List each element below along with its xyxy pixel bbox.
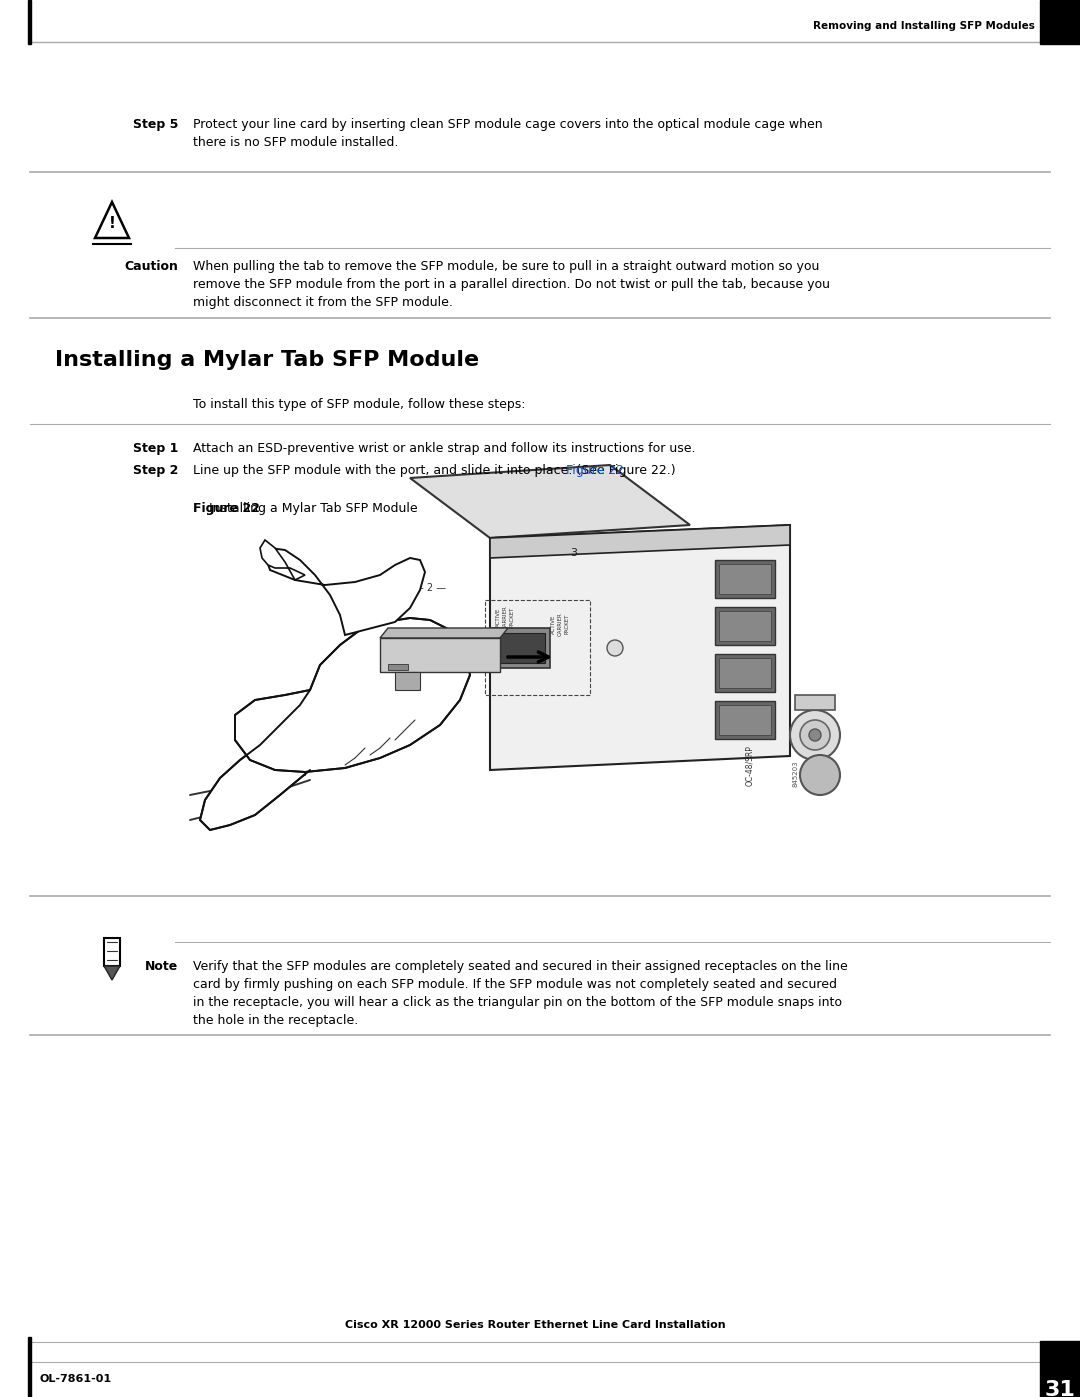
Bar (1040, 1341, 1080, 1397)
Text: Step 2: Step 2 (133, 464, 178, 476)
Text: 845203: 845203 (792, 760, 798, 787)
Text: OL-7861-01: OL-7861-01 (40, 1375, 112, 1384)
Polygon shape (495, 633, 545, 664)
Circle shape (809, 729, 821, 740)
Text: Step 1: Step 1 (133, 441, 178, 455)
Text: Note: Note (145, 960, 178, 972)
Text: !: ! (109, 217, 116, 232)
Bar (28, 0, 31, 43)
Text: To install this type of SFP module, follow these steps:: To install this type of SFP module, foll… (193, 398, 526, 411)
Polygon shape (715, 701, 775, 739)
Text: Protect your line card by inserting clean SFP module cage covers into the optica: Protect your line card by inserting clea… (193, 117, 823, 131)
Bar (1040, 0, 1080, 43)
Circle shape (789, 710, 840, 760)
Text: ACTIVE
CARRIER
PACKET: ACTIVE CARRIER PACKET (496, 605, 514, 629)
Polygon shape (719, 658, 771, 687)
Text: When pulling the tab to remove the SFP module, be sure to pull in a straight out: When pulling the tab to remove the SFP m… (193, 260, 820, 272)
Text: Line up the SFP module with the port, and slide it into place. (See Figure 22.): Line up the SFP module with the port, an… (193, 464, 676, 476)
Text: the hole in the receptacle.: the hole in the receptacle. (193, 1014, 359, 1027)
Polygon shape (104, 965, 120, 981)
Polygon shape (795, 694, 835, 710)
Text: Step 5: Step 5 (133, 117, 178, 131)
Circle shape (800, 719, 831, 750)
Text: there is no SFP module installed.: there is no SFP module installed. (193, 136, 399, 149)
Polygon shape (719, 564, 771, 594)
Polygon shape (715, 560, 775, 598)
Text: Attach an ESD-preventive wrist or ankle strap and follow its instructions for us: Attach an ESD-preventive wrist or ankle … (193, 441, 696, 455)
Text: OC-48/SRP: OC-48/SRP (745, 745, 755, 787)
Polygon shape (235, 617, 470, 773)
Text: Figure 22: Figure 22 (566, 464, 623, 476)
Polygon shape (388, 664, 408, 671)
Polygon shape (719, 610, 771, 641)
Polygon shape (104, 937, 120, 965)
Polygon shape (715, 654, 775, 692)
Text: Cisco XR 12000 Series Router Ethernet Line Card Installation: Cisco XR 12000 Series Router Ethernet Li… (345, 1320, 726, 1330)
Text: might disconnect it from the SFP module.: might disconnect it from the SFP module. (193, 296, 453, 309)
Text: ACTIVE
CARRIER
PACKET: ACTIVE CARRIER PACKET (551, 612, 569, 636)
Polygon shape (410, 465, 690, 538)
Text: remove the SFP module from the port in a parallel direction. Do not twist or pul: remove the SFP module from the port in a… (193, 278, 831, 291)
Polygon shape (490, 629, 550, 668)
Text: — 2 —: — 2 — (414, 583, 446, 592)
Polygon shape (265, 548, 426, 636)
Polygon shape (380, 638, 500, 672)
Circle shape (607, 640, 623, 657)
Text: Removing and Installing SFP Modules: Removing and Installing SFP Modules (813, 21, 1035, 31)
Polygon shape (715, 608, 775, 645)
Circle shape (800, 754, 840, 795)
Text: 3: 3 (570, 548, 577, 557)
Polygon shape (719, 705, 771, 735)
Polygon shape (200, 690, 310, 830)
Text: Installing a Mylar Tab SFP Module: Installing a Mylar Tab SFP Module (55, 351, 480, 370)
Text: Verify that the SFP modules are completely seated and secured in their assigned : Verify that the SFP modules are complete… (193, 960, 848, 972)
Polygon shape (490, 525, 789, 557)
Text: Figure 22: Figure 22 (193, 502, 260, 515)
Text: Caution: Caution (124, 260, 178, 272)
Polygon shape (395, 672, 420, 690)
Text: 31: 31 (1044, 1380, 1076, 1397)
Text: in the receptacle, you will hear a click as the triangular pin on the bottom of : in the receptacle, you will hear a click… (193, 996, 842, 1009)
Polygon shape (260, 541, 305, 580)
Text: Installing a Mylar Tab SFP Module: Installing a Mylar Tab SFP Module (193, 502, 418, 515)
Text: card by firmly pushing on each SFP module. If the SFP module was not completely : card by firmly pushing on each SFP modul… (193, 978, 837, 990)
Polygon shape (490, 525, 789, 770)
Bar (28, 1337, 31, 1397)
Polygon shape (380, 629, 508, 638)
